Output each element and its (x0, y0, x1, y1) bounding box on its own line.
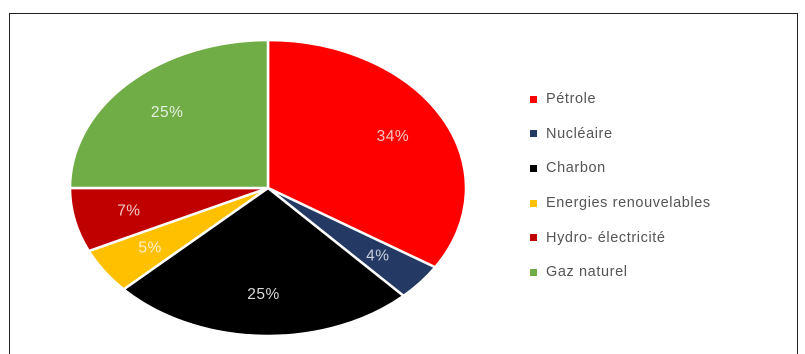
pie-slice-gaz-naturel (68, 38, 270, 190)
legend-label-gaz-naturel: Gaz naturel (546, 264, 628, 281)
legend-swatch-energies-renouvelables (530, 199, 537, 207)
legend-item-charbon: Charbon (530, 151, 711, 186)
legend-item-gaz-naturel: Gaz naturel (530, 255, 711, 290)
chart-legend: Pétrole Nucléaire Charbon Energies renou… (530, 82, 711, 290)
legend-swatch-hydro-electricite (530, 234, 537, 242)
legend-label-energies-renouvelables: Energies renouvelables (546, 195, 711, 212)
legend-swatch-charbon (530, 164, 537, 172)
slice-data-label-charbon: 25% (247, 286, 280, 303)
legend-label-nucleaire: Nucléaire (546, 125, 613, 142)
legend-item-nucleaire: Nucléaire (530, 117, 711, 152)
slice-data-label-petrole: 34% (377, 128, 410, 145)
legend-item-petrole: Pétrole (530, 82, 711, 117)
legend-item-hydro-electricite: Hydro- électricité (530, 220, 711, 255)
legend-label-hydro-electricite: Hydro- électricité (546, 229, 666, 246)
legend-swatch-gaz-naturel (530, 268, 537, 276)
slice-data-label-gaz-naturel: 25% (151, 104, 184, 121)
legend-swatch-nucleaire (530, 130, 537, 138)
slice-data-label-energies-renouvelables: 5% (138, 239, 161, 256)
legend-label-petrole: Pétrole (546, 91, 597, 108)
legend-label-charbon: Charbon (546, 160, 606, 177)
legend-item-energies-renouvelables: Energies renouvelables (530, 186, 711, 221)
slice-data-label-nucleaire: 4% (366, 247, 389, 264)
pie-slice-charbon (122, 186, 405, 338)
legend-swatch-petrole (530, 95, 537, 103)
slice-data-label-hydro-electricite: 7% (117, 203, 140, 220)
